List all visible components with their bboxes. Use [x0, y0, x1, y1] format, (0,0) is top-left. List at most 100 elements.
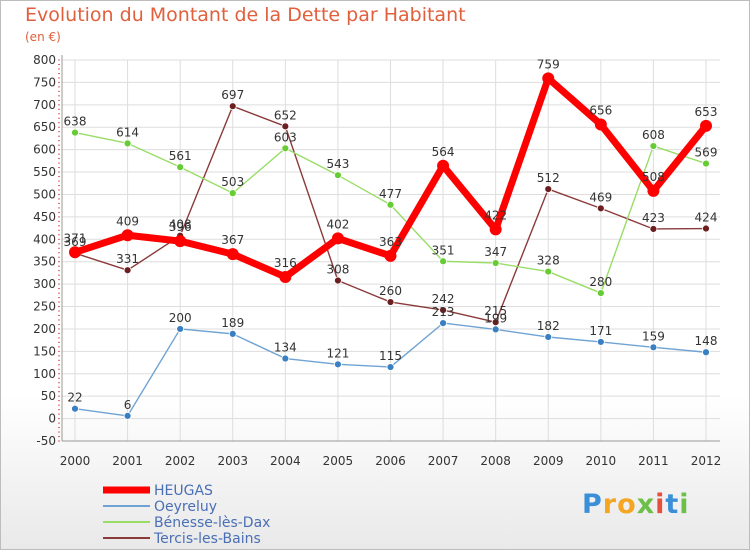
data-point	[491, 259, 500, 267]
data-point	[281, 354, 290, 363]
x-tick-label: 2007	[428, 454, 459, 468]
data-point	[649, 343, 658, 352]
data-label: 656	[589, 104, 612, 118]
data-point	[228, 189, 237, 198]
data-point	[544, 333, 553, 341]
data-label: 653	[695, 105, 718, 119]
legend: HEUGASOeyreluyBénesse-lès-DaxTercis-les-…	[103, 483, 270, 547]
data-point	[542, 72, 555, 85]
data-point	[439, 306, 447, 315]
data-label: 331	[116, 252, 139, 266]
data-label: 603	[274, 130, 297, 144]
data-label: 347	[484, 245, 507, 259]
data-point	[228, 329, 237, 338]
y-tick-label: 450	[33, 210, 56, 224]
data-label: 189	[221, 316, 244, 330]
x-tick-label: 2006	[375, 454, 406, 468]
data-label: 512	[537, 171, 560, 185]
data-label: 561	[169, 149, 192, 163]
data-label: 182	[537, 319, 560, 333]
data-label: 423	[642, 211, 665, 225]
data-label: 213	[432, 305, 455, 319]
data-label: 608	[642, 128, 665, 142]
data-label: 569	[695, 146, 718, 160]
data-point	[702, 224, 710, 233]
x-tick-label: 2011	[638, 454, 669, 468]
y-tick-label: 150	[33, 344, 56, 358]
y-tick-label: 400	[33, 232, 56, 246]
data-point	[596, 204, 605, 213]
axes	[58, 55, 720, 442]
x-tick-label: 2000	[60, 454, 91, 468]
y-tick-label: 600	[33, 143, 56, 157]
data-label: 508	[642, 170, 665, 184]
data-label: 638	[64, 115, 87, 129]
data-label: 171	[589, 324, 612, 338]
y-tick-label: 200	[33, 322, 56, 336]
data-point	[700, 119, 712, 132]
data-point	[123, 139, 132, 148]
data-point	[71, 128, 79, 137]
y-tick-label: 350	[33, 255, 56, 269]
data-label: 402	[326, 217, 349, 231]
x-tick-label: 2004	[270, 454, 301, 468]
data-point	[544, 185, 553, 193]
data-point	[594, 118, 607, 131]
data-label: 328	[537, 254, 560, 268]
y-tick-label: 100	[33, 367, 56, 381]
data-point	[437, 159, 450, 172]
data-point	[491, 325, 500, 334]
y-tick-label: 0	[48, 412, 56, 426]
data-label: 260	[379, 284, 402, 298]
data-label: 614	[116, 125, 139, 139]
data-point	[123, 266, 132, 275]
data-point	[596, 289, 605, 297]
data-label: 121	[326, 346, 349, 360]
data-label: 200	[169, 311, 192, 325]
data-point	[544, 267, 553, 276]
data-label: 308	[326, 263, 349, 277]
x-tick-label: 2002	[165, 454, 196, 468]
data-point	[69, 246, 81, 259]
data-label: 242	[432, 292, 455, 306]
data-labels: 369 331 408 697 652 308 260 242 215 512 469 423 424 6…	[64, 57, 718, 412]
data-label: 367	[221, 233, 244, 247]
x-tick-label: 2010	[586, 454, 617, 468]
data-point	[176, 325, 185, 333]
y-tick-label: 550	[33, 165, 56, 179]
data-label: 409	[116, 214, 139, 228]
legend-entry: Bénesse-lès-Dax	[154, 515, 270, 531]
data-label: 159	[642, 329, 665, 343]
data-label: 759	[537, 57, 560, 71]
data-label: 316	[274, 256, 297, 270]
x-tick-label: 2003	[217, 454, 248, 468]
data-point	[71, 404, 79, 413]
x-tick-label: 2001	[112, 454, 143, 468]
y-tick-label: 50	[41, 389, 56, 403]
logo-letter: i	[655, 489, 666, 520]
data-label: 199	[484, 311, 507, 325]
series-points	[69, 72, 712, 420]
data-label: 543	[326, 157, 349, 171]
data-label: 115	[379, 349, 402, 363]
logo-letter: P	[582, 489, 603, 520]
data-label: 564	[432, 145, 455, 159]
logo-letter: x	[636, 489, 656, 520]
data-point	[121, 229, 134, 242]
data-label: 22	[67, 391, 82, 405]
data-point	[228, 102, 237, 111]
data-label: 280	[589, 275, 612, 289]
data-point	[489, 223, 502, 236]
data-label: 477	[379, 187, 402, 201]
data-label: 363	[379, 235, 402, 249]
data-point	[281, 122, 290, 131]
data-label: 351	[432, 243, 455, 257]
data-point	[123, 411, 132, 420]
data-point	[649, 225, 658, 233]
data-label: 469	[589, 190, 612, 204]
logo-letter: r	[602, 489, 618, 520]
data-label: 215	[484, 304, 507, 318]
y-tick-label: 250	[33, 300, 56, 314]
